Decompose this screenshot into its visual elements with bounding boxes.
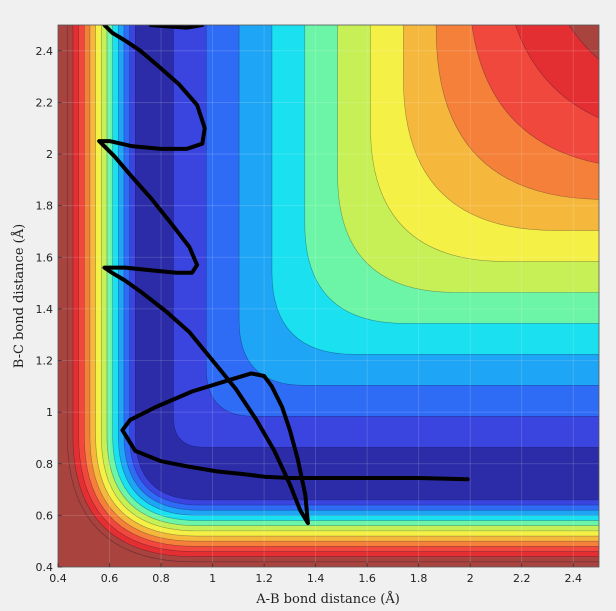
x-tick-label: 2.4 — [564, 572, 582, 585]
y-tick-label: 1.4 — [36, 303, 54, 316]
contour-band — [123, 25, 599, 511]
y-tick-label: 2.4 — [36, 45, 54, 58]
x-tick-label: 1.2 — [255, 572, 273, 585]
x-tick-label: 0.6 — [101, 572, 119, 585]
trajectory-path-top — [148, 25, 205, 30]
reaction-trajectory — [97, 25, 470, 526]
contour-line — [106, 25, 599, 527]
x-tick-label: 0.4 — [49, 572, 67, 585]
y-tick-label: 0.6 — [36, 509, 54, 522]
contour-line — [72, 25, 599, 557]
contour-line — [78, 25, 599, 552]
x-tick-label: 1 — [209, 572, 216, 585]
contour-line — [112, 25, 599, 521]
y-tick-label: 0.8 — [36, 458, 54, 471]
contour-line — [117, 25, 599, 516]
contour-lines — [66, 25, 599, 563]
y-tick-label: 1.8 — [36, 200, 54, 213]
x-tick-label: 1.4 — [307, 572, 325, 585]
energy-contours — [67, 25, 599, 562]
y-axis-label: B-C bond distance (Å) — [11, 224, 27, 368]
contour-line — [83, 25, 599, 547]
plot-frame — [57, 24, 600, 568]
contour-line — [66, 25, 599, 563]
contour-band — [135, 25, 599, 500]
x-axis-label: A-B bond distance (Å) — [255, 591, 400, 607]
x-tick-label: 1.6 — [358, 572, 376, 585]
x-axis-ticks: 0.4 0.6 0.8 1 1.2 1.4 1.6 1.8 2 2.2 2.4 — [49, 563, 582, 585]
y-tick-label: 0.4 — [36, 561, 54, 574]
y-tick-label: 1.6 — [36, 251, 54, 264]
y-tick-label: 1 — [46, 406, 53, 419]
x-tick-label: 2.2 — [513, 572, 531, 585]
contour-line — [95, 25, 599, 537]
x-tick-label: 0.8 — [152, 572, 170, 585]
y-tick-label: 1.2 — [36, 355, 54, 368]
contour-line — [100, 25, 599, 532]
y-axis-ticks: 0.4 0.6 0.8 1 1.2 1.4 1.6 1.8 2 2.2 2.4 — [36, 45, 62, 574]
contour-line — [123, 25, 599, 511]
y-tick-label: 2.2 — [36, 96, 54, 109]
trajectory-path — [97, 25, 470, 526]
contour-line — [89, 25, 599, 542]
y-tick-label: 2 — [46, 148, 53, 161]
x-tick-label: 2 — [467, 572, 474, 585]
contour-line — [134, 25, 599, 501]
x-tick-label: 1.8 — [410, 572, 428, 585]
